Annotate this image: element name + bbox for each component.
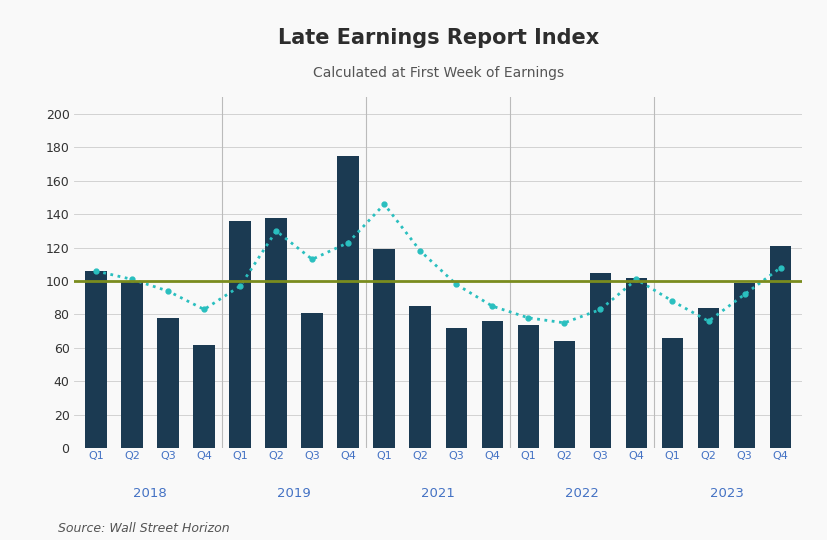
Bar [698, 308, 719, 448]
Bar [590, 273, 611, 448]
Bar [770, 246, 791, 448]
Bar [374, 249, 395, 448]
Bar [85, 271, 107, 448]
Text: 2023: 2023 [710, 487, 743, 500]
Text: 2019: 2019 [277, 487, 311, 500]
Bar [481, 321, 503, 448]
Bar [337, 156, 359, 448]
Bar [265, 218, 287, 448]
Bar [553, 341, 576, 448]
Text: 2021: 2021 [422, 487, 455, 500]
Bar [662, 338, 683, 448]
Bar [518, 325, 539, 448]
Bar [194, 345, 215, 448]
Bar [229, 221, 251, 448]
Text: Late Earnings Report Index: Late Earnings Report Index [278, 28, 599, 48]
Text: Calculated at First Week of Earnings: Calculated at First Week of Earnings [313, 66, 564, 80]
Text: 2022: 2022 [566, 487, 600, 500]
Bar [446, 328, 467, 448]
Bar [301, 313, 323, 448]
Bar [626, 278, 648, 448]
Bar [734, 283, 755, 448]
Bar [409, 306, 431, 448]
Bar [122, 281, 143, 448]
Text: Source: Wall Street Horizon: Source: Wall Street Horizon [58, 522, 230, 535]
Text: 2018: 2018 [133, 487, 167, 500]
Bar [157, 318, 179, 448]
